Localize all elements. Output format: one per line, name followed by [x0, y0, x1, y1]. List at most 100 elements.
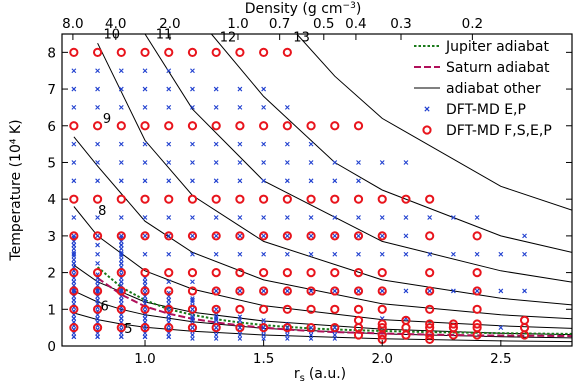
- x-tick-label: 2.5: [490, 351, 511, 367]
- ep-marker: [166, 178, 172, 184]
- ep-marker: [474, 251, 480, 257]
- fsep-marker: [377, 194, 387, 204]
- fsep-marker: [164, 267, 174, 278]
- fsep-marker: [353, 304, 364, 314]
- ep-marker: [142, 251, 148, 257]
- y-tick-label: 6: [47, 119, 56, 135]
- ep-marker: [379, 233, 385, 239]
- ep-marker: [118, 105, 124, 110]
- ep-marker: [95, 141, 100, 147]
- ep-marker: [284, 233, 290, 239]
- fsep-marker: [235, 194, 245, 204]
- fsep-marker: [401, 194, 411, 204]
- ep-marker: [332, 251, 338, 257]
- fsep-marker: [259, 47, 269, 57]
- ep-marker: [213, 288, 219, 294]
- fsep-marker: [92, 121, 103, 131]
- adiabat-label: 12: [220, 31, 237, 46]
- ep-marker-dense: [285, 332, 290, 338]
- ep-marker: [142, 105, 148, 110]
- ep-marker-dense: [71, 316, 77, 321]
- top-axis-label-text: Density (g cm: [245, 1, 343, 17]
- ep-marker: [190, 297, 195, 303]
- jupiter-adiabat-line: [96, 266, 572, 335]
- ep-marker: [71, 178, 77, 184]
- fsep-marker: [259, 231, 269, 241]
- fsep-marker: [425, 231, 435, 241]
- fsep-marker: [282, 121, 292, 131]
- legend-label: DFT-MD E,P: [446, 102, 526, 118]
- ep-marker: [190, 160, 195, 165]
- fsep-marker: [235, 286, 245, 296]
- ep-marker-dense: [71, 297, 77, 303]
- fsep-marker: [187, 121, 198, 131]
- fsep-marker: [187, 323, 198, 333]
- fsep-marker: [330, 267, 340, 278]
- ep-marker: [284, 215, 290, 220]
- fsep-marker: [92, 231, 103, 241]
- ep-marker: [284, 105, 290, 110]
- fsep-marker: [116, 286, 126, 296]
- ep-marker-dense: [166, 334, 171, 340]
- fsep-marker: [259, 304, 269, 314]
- ep-marker-dense: [308, 325, 314, 330]
- ep-marker: [95, 86, 100, 92]
- fsep-marker: [164, 286, 174, 296]
- ep-marker: [142, 141, 148, 147]
- ep-marker: [237, 288, 243, 294]
- fsep-marker: [472, 319, 482, 329]
- fsep-marker: [92, 304, 103, 314]
- fsep-marker: [282, 47, 292, 57]
- ep-marker: [213, 141, 219, 147]
- ep-marker: [118, 141, 124, 147]
- legend-label: DFT-MD F,S,E,P: [446, 123, 552, 139]
- ep-marker-dense: [119, 279, 124, 284]
- ep-marker: [166, 86, 172, 92]
- ep-marker: [237, 141, 243, 147]
- ep-marker-dense: [166, 297, 171, 303]
- fsep-marker: [377, 304, 387, 314]
- ep-marker-dense: [95, 279, 100, 284]
- x-axis-label: rs (a.u.): [294, 366, 346, 384]
- ep-marker: [237, 160, 243, 165]
- x-axis-label-sub: s: [300, 373, 305, 384]
- adiabat-curve: [144, 34, 572, 283]
- fsep-marker: [401, 330, 411, 340]
- adiabat-label: 6: [101, 299, 109, 314]
- ep-marker: [190, 215, 195, 220]
- ep-marker-dense: [119, 246, 124, 251]
- top-tick-label: 1.0: [227, 16, 248, 32]
- ep-marker: [95, 68, 100, 74]
- x-tick-label: 1.0: [134, 351, 155, 367]
- y-tick-label: 8: [47, 45, 56, 61]
- ep-marker: [166, 160, 172, 165]
- x-tick-label: 1.5: [253, 351, 274, 367]
- fsep-marker: [519, 315, 530, 325]
- ep-marker: [166, 215, 172, 220]
- top-tick-label: 2.0: [159, 16, 180, 32]
- ep-marker-dense: [332, 332, 337, 338]
- ep-marker: [190, 86, 195, 92]
- ep-marker: [95, 233, 100, 239]
- ep-marker: [332, 160, 338, 165]
- ep-marker: [332, 288, 338, 294]
- fsep-marker: [330, 231, 340, 241]
- saturn-adiabat-line: [97, 277, 572, 338]
- ep-marker-dense: [237, 336, 243, 341]
- ep-marker: [451, 251, 456, 257]
- ep-marker-dense: [190, 307, 195, 312]
- ep-marker: [332, 215, 338, 220]
- ep-marker: [142, 68, 148, 74]
- ep-marker: [332, 178, 338, 184]
- ep-marker: [522, 251, 527, 257]
- ep-marker: [308, 251, 314, 257]
- x-axis-label-unit: (a.u.): [309, 366, 346, 382]
- fsep-marker: [377, 267, 387, 278]
- ep-marker: [308, 160, 314, 165]
- ep-marker: [522, 233, 527, 239]
- fsep-marker: [282, 304, 292, 314]
- top-axis-label: Density (g cm−3): [245, 1, 362, 17]
- ep-marker-dense: [71, 250, 77, 255]
- ep-marker: [261, 251, 267, 257]
